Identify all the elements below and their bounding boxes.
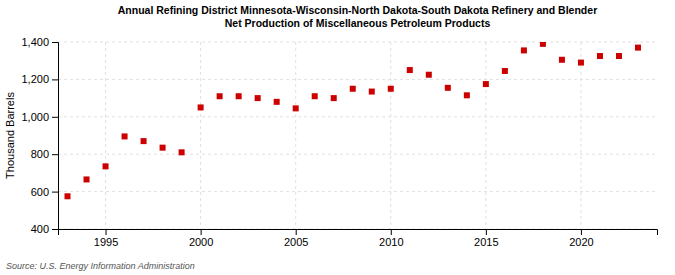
point bbox=[122, 133, 128, 139]
axis-line bbox=[52, 43, 59, 230]
grid-line bbox=[295, 42, 296, 229]
grid-line bbox=[58, 116, 657, 117]
y-axis: 400 600 800 1,000 1,200 1,400 bbox=[21, 36, 58, 235]
grid-line bbox=[105, 42, 106, 229]
point bbox=[217, 93, 223, 99]
tick-mark bbox=[52, 192, 58, 193]
point bbox=[559, 57, 565, 63]
tick-label: 2010 bbox=[379, 236, 403, 248]
x-axis: 1995 2000 2005 2010 2015 2020 bbox=[59, 229, 658, 248]
point bbox=[350, 86, 356, 92]
title: Annual Refining District Minnesota-Wisco… bbox=[118, 4, 597, 29]
tick: 600 bbox=[31, 186, 58, 198]
tick-label: 2020 bbox=[569, 236, 593, 248]
tick-mark bbox=[52, 79, 58, 80]
grid-line bbox=[58, 79, 657, 80]
tick-mark bbox=[52, 154, 58, 155]
title-line: Annual Refining District Minnesota-Wisco… bbox=[118, 4, 597, 16]
tick-mark bbox=[296, 229, 297, 235]
point bbox=[635, 45, 641, 51]
point bbox=[255, 95, 261, 101]
point bbox=[388, 86, 394, 92]
axis-line bbox=[59, 230, 658, 236]
tick: 2015 bbox=[474, 229, 498, 248]
point bbox=[426, 72, 432, 78]
grid bbox=[58, 42, 657, 229]
point bbox=[141, 138, 147, 144]
point bbox=[198, 104, 204, 110]
tick-mark bbox=[201, 229, 202, 235]
tick-mark bbox=[52, 229, 58, 230]
tick: 2020 bbox=[569, 229, 593, 248]
point bbox=[483, 81, 489, 87]
tick: 400 bbox=[31, 223, 58, 235]
tick-mark bbox=[486, 229, 487, 235]
tick: 1,200 bbox=[21, 73, 58, 85]
tick-mark bbox=[106, 229, 107, 235]
tick-label: 2015 bbox=[474, 236, 498, 248]
point bbox=[540, 42, 546, 47]
point bbox=[274, 99, 280, 105]
grid-line bbox=[58, 191, 657, 192]
chart: 1995 2000 2005 2010 2015 2020 400 600 800 1,000 1,… bbox=[0, 0, 675, 275]
point bbox=[502, 68, 508, 74]
point bbox=[521, 47, 527, 53]
point bbox=[312, 93, 318, 99]
plot: 1995 2000 2005 2010 2015 2020 400 600 800 1,000 1,… bbox=[21, 36, 657, 248]
tick: 1,000 bbox=[21, 111, 58, 123]
tick-label: 1,200 bbox=[21, 73, 49, 85]
point bbox=[293, 105, 299, 111]
tick-label: 2000 bbox=[189, 236, 213, 248]
point bbox=[331, 95, 337, 101]
y-axis-title: Thousand Barrels bbox=[4, 92, 16, 179]
point bbox=[407, 67, 413, 73]
tick: 2010 bbox=[379, 229, 403, 248]
point bbox=[369, 89, 375, 95]
point bbox=[464, 92, 470, 98]
point bbox=[84, 176, 90, 182]
tick-label: 1,400 bbox=[21, 36, 49, 48]
title-line: Net Production of Miscellaneous Petroleu… bbox=[225, 17, 491, 29]
points bbox=[65, 42, 641, 199]
grid-line bbox=[58, 154, 657, 155]
tick-label: 400 bbox=[31, 223, 49, 235]
point bbox=[160, 145, 166, 151]
tick-mark bbox=[52, 42, 58, 43]
source: Source: U.S. Energy Information Administ… bbox=[6, 261, 195, 271]
tick-label: 1995 bbox=[94, 236, 118, 248]
grid-line bbox=[485, 42, 486, 229]
tick: 1995 bbox=[94, 229, 118, 248]
point bbox=[236, 93, 242, 99]
grid-line bbox=[58, 42, 657, 43]
point bbox=[103, 163, 109, 169]
point bbox=[445, 85, 451, 91]
point bbox=[179, 149, 185, 155]
tick-label: 2005 bbox=[284, 236, 308, 248]
point bbox=[578, 60, 584, 66]
tick: 1,400 bbox=[21, 36, 58, 48]
tick-mark bbox=[52, 117, 58, 118]
point bbox=[597, 53, 603, 59]
point bbox=[65, 193, 71, 199]
point bbox=[616, 53, 622, 59]
tick: 800 bbox=[31, 148, 58, 160]
tick-label: 1,000 bbox=[21, 111, 49, 123]
tick: 2005 bbox=[284, 229, 308, 248]
tick-label: 600 bbox=[31, 186, 49, 198]
grid-line bbox=[200, 42, 201, 229]
grid-line bbox=[580, 42, 581, 229]
tick-mark bbox=[391, 229, 392, 235]
tick: 2000 bbox=[189, 229, 213, 248]
grid-line bbox=[390, 42, 391, 229]
tick-label: 800 bbox=[31, 148, 49, 160]
tick-mark bbox=[581, 229, 582, 235]
